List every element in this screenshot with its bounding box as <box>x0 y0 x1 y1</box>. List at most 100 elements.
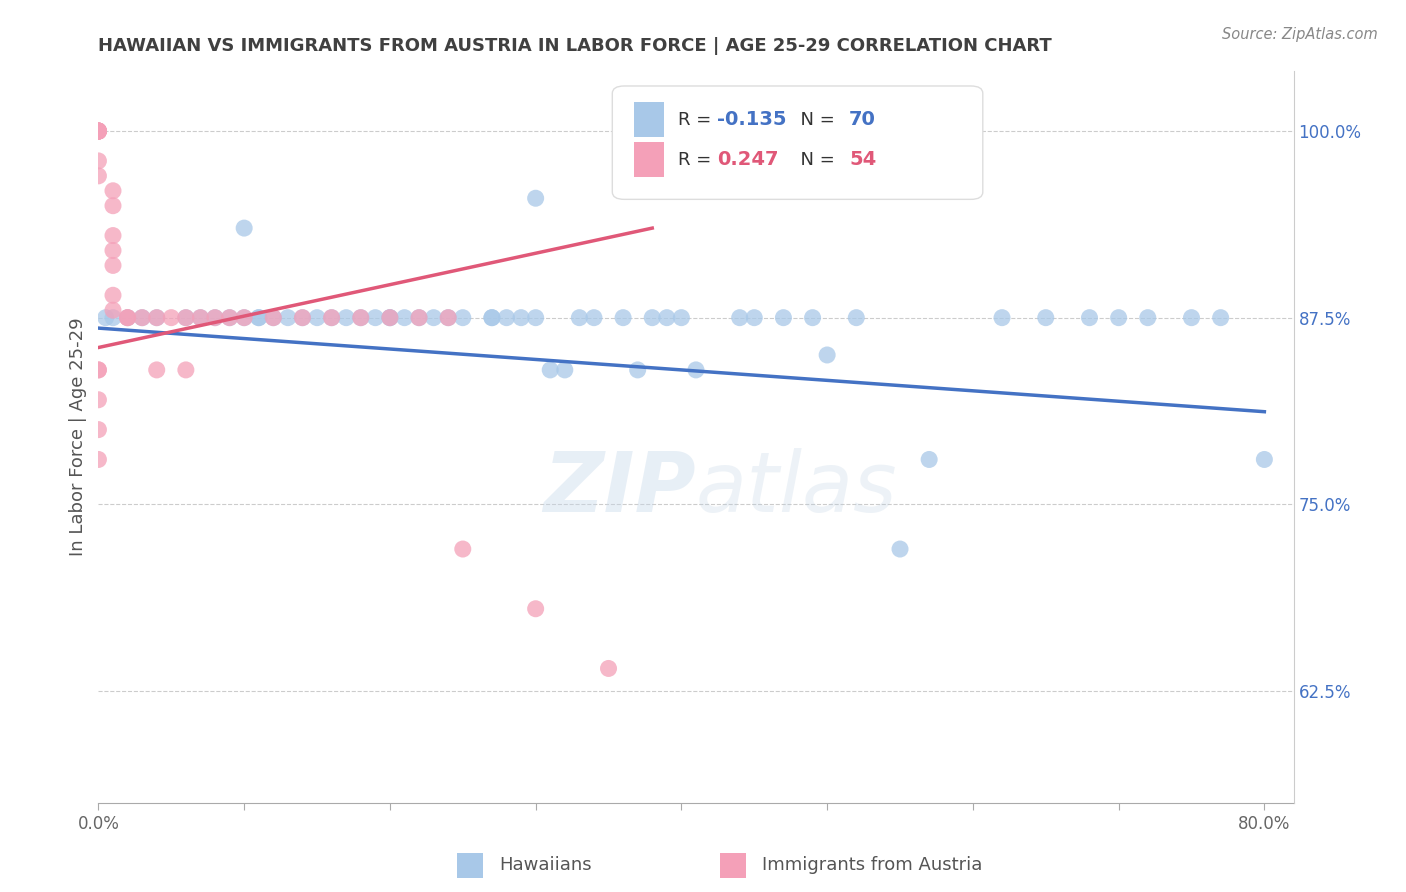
Point <box>364 310 387 325</box>
Point <box>350 310 373 325</box>
Point <box>101 184 124 198</box>
Point <box>408 310 430 325</box>
Point <box>655 310 678 325</box>
Text: atlas: atlas <box>696 448 897 529</box>
Point <box>87 363 110 377</box>
Point <box>437 310 460 325</box>
Point <box>481 310 503 325</box>
Point <box>87 363 110 377</box>
Point <box>394 310 416 325</box>
Point <box>481 310 503 325</box>
Text: ZIP: ZIP <box>543 448 696 529</box>
Point <box>627 363 650 377</box>
Point <box>568 310 591 325</box>
Point <box>145 363 167 377</box>
Point <box>598 661 620 675</box>
Point <box>524 191 547 205</box>
Point <box>1136 310 1159 325</box>
Y-axis label: In Labor Force | Age 25-29: In Labor Force | Age 25-29 <box>69 318 87 557</box>
Point <box>510 310 533 325</box>
Point <box>350 310 373 325</box>
Point <box>641 310 664 325</box>
Point <box>190 310 212 325</box>
Point <box>378 310 401 325</box>
Point <box>889 542 911 557</box>
Point <box>174 310 197 325</box>
Point <box>87 124 110 138</box>
Point <box>495 310 517 325</box>
Point <box>131 310 153 325</box>
Point <box>247 310 270 325</box>
Point <box>918 452 941 467</box>
Point <box>378 310 401 325</box>
Point <box>87 124 110 138</box>
Point <box>87 452 110 467</box>
Point <box>204 310 226 325</box>
Text: Source: ZipAtlas.com: Source: ZipAtlas.com <box>1222 27 1378 42</box>
Point <box>524 601 547 615</box>
FancyBboxPatch shape <box>613 86 983 200</box>
FancyBboxPatch shape <box>457 853 484 878</box>
Point <box>262 310 284 325</box>
Point <box>1253 452 1275 467</box>
Point <box>524 310 547 325</box>
Point <box>772 310 794 325</box>
Text: Immigrants from Austria: Immigrants from Austria <box>762 856 981 874</box>
Point <box>291 310 314 325</box>
Text: HAWAIIAN VS IMMIGRANTS FROM AUSTRIA IN LABOR FORCE | AGE 25-29 CORRELATION CHART: HAWAIIAN VS IMMIGRANTS FROM AUSTRIA IN L… <box>98 37 1052 54</box>
Point <box>87 124 110 138</box>
Point <box>408 310 430 325</box>
Point <box>554 363 576 377</box>
Point <box>728 310 751 325</box>
Point <box>117 310 139 325</box>
Point <box>437 310 460 325</box>
Point <box>101 228 124 243</box>
Point <box>87 124 110 138</box>
Point <box>87 124 110 138</box>
Point <box>1078 310 1101 325</box>
Point <box>1108 310 1130 325</box>
Point <box>87 124 110 138</box>
Point <box>174 310 197 325</box>
FancyBboxPatch shape <box>634 143 664 178</box>
Point <box>160 310 183 325</box>
Point <box>94 310 117 325</box>
Point <box>991 310 1014 325</box>
Point <box>1209 310 1232 325</box>
Point <box>218 310 240 325</box>
Point <box>815 348 838 362</box>
Point <box>845 310 868 325</box>
Text: -0.135: -0.135 <box>717 110 787 129</box>
Point <box>378 310 401 325</box>
Point <box>335 310 357 325</box>
Point <box>233 310 256 325</box>
Point <box>262 310 284 325</box>
Point <box>321 310 343 325</box>
Point <box>190 310 212 325</box>
Text: 54: 54 <box>849 151 876 169</box>
Point <box>1180 310 1202 325</box>
Text: 70: 70 <box>849 110 876 129</box>
Point <box>422 310 444 325</box>
Text: N =: N = <box>789 111 841 128</box>
Text: R =: R = <box>678 111 717 128</box>
Point <box>582 310 605 325</box>
Text: N =: N = <box>789 151 841 169</box>
Text: Hawaiians: Hawaiians <box>499 856 592 874</box>
Point <box>451 310 474 325</box>
Point <box>742 310 765 325</box>
Text: 0.247: 0.247 <box>717 151 779 169</box>
Point <box>247 310 270 325</box>
Point <box>101 244 124 258</box>
Point <box>671 124 693 138</box>
Point <box>101 259 124 273</box>
Point <box>233 310 256 325</box>
Point <box>671 310 693 325</box>
Point <box>218 310 240 325</box>
FancyBboxPatch shape <box>720 853 747 878</box>
Point <box>101 310 124 325</box>
Point <box>87 392 110 407</box>
Point <box>538 363 561 377</box>
Point <box>305 310 328 325</box>
Point <box>87 124 110 138</box>
